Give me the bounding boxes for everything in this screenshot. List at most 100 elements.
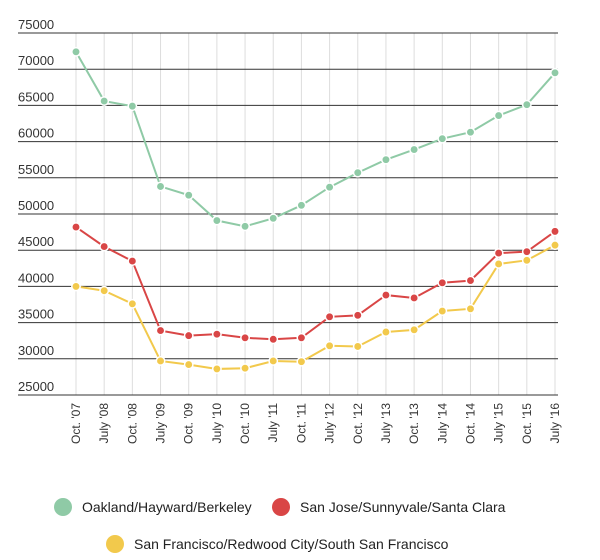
data-point <box>352 310 363 321</box>
legend-item: Oakland/Hayward/Berkeley <box>54 498 252 516</box>
y-tick-label: 45000 <box>18 234 54 249</box>
data-point <box>521 99 532 110</box>
y-tick-label: 65000 <box>18 89 54 104</box>
data-point <box>155 325 166 336</box>
data-point <box>268 213 279 224</box>
x-tick-label: July '16 <box>548 403 562 444</box>
y-tick-label: 25000 <box>18 379 54 394</box>
legend-swatch <box>272 498 290 516</box>
y-tick-label: 35000 <box>18 307 54 322</box>
x-tick-label: July '15 <box>492 403 506 444</box>
legend-item: San Jose/Sunnyvale/Santa Clara <box>272 498 506 516</box>
legend-label: San Francisco/Redwood City/South San Fra… <box>134 536 449 552</box>
x-tick-label: July '14 <box>435 403 449 444</box>
data-point <box>268 334 279 345</box>
y-tick-label: 40000 <box>18 270 54 285</box>
data-point <box>71 281 81 292</box>
y-tick-label: 50000 <box>18 198 54 213</box>
data-point <box>324 340 335 351</box>
data-point <box>521 255 532 266</box>
x-tick-label: Oct. '08 <box>125 403 139 444</box>
x-tick-label: July '12 <box>323 403 337 444</box>
legend-swatch <box>106 535 124 553</box>
legend-item: San Francisco/Redwood City/South San Fra… <box>106 535 449 553</box>
legend: Oakland/Hayward/Berkeley San Jose/Sunnyva… <box>54 498 506 553</box>
data-point <box>437 133 448 144</box>
data-point <box>240 332 251 343</box>
data-point <box>380 290 391 301</box>
x-tick-label: Oct. '15 <box>520 403 534 444</box>
data-point <box>296 332 307 343</box>
x-tick-label: July '08 <box>97 403 111 444</box>
data-point <box>409 293 420 303</box>
data-point <box>127 101 138 112</box>
data-point <box>550 240 560 251</box>
series-line <box>75 244 556 370</box>
data-point <box>324 182 335 193</box>
data-point <box>380 327 391 337</box>
x-tick-label: Oct. '07 <box>69 403 83 444</box>
data-point <box>437 277 448 288</box>
data-point <box>71 222 81 232</box>
y-tick-label: 60000 <box>18 126 54 141</box>
x-tick-label: July '10 <box>210 403 224 444</box>
data-point <box>380 154 391 165</box>
data-point <box>240 221 251 232</box>
data-point <box>437 306 448 316</box>
series-line <box>75 226 556 341</box>
legend-label: San Jose/Sunnyvale/Santa Clara <box>300 499 506 515</box>
data-point <box>155 181 166 192</box>
data-point <box>99 241 110 252</box>
x-axis: Oct. '07 July '08 Oct. '08 July '09 Oct. '09… <box>69 403 562 444</box>
x-tick-label: Oct. '11 <box>294 403 308 443</box>
data-point <box>493 110 504 121</box>
data-point <box>296 200 307 211</box>
data-point <box>211 329 222 340</box>
data-point <box>465 303 476 314</box>
data-point <box>409 324 420 335</box>
series-3 <box>71 240 560 374</box>
y-tick-label: 30000 <box>18 343 54 358</box>
data-point <box>99 96 110 107</box>
data-point <box>240 363 251 374</box>
series-line <box>75 51 556 228</box>
y-tick-label: 70000 <box>18 53 54 68</box>
data-point <box>465 127 476 138</box>
legend-label: Oakland/Hayward/Berkeley <box>82 499 252 515</box>
series-2 <box>71 222 560 345</box>
x-tick-label: Oct. '10 <box>238 403 252 444</box>
x-tick-label: Oct. '14 <box>463 403 477 444</box>
data-point <box>71 46 81 57</box>
data-point <box>521 246 532 257</box>
data-point <box>211 215 222 226</box>
y-tick-label: 75000 <box>18 17 54 32</box>
x-tick-label: Oct. '13 <box>407 403 421 444</box>
data-point <box>352 167 363 178</box>
data-point <box>99 285 110 296</box>
data-point <box>493 259 504 269</box>
data-point <box>268 356 279 366</box>
data-point <box>550 226 560 237</box>
data-point <box>550 67 560 78</box>
data-point <box>493 248 504 259</box>
series-group <box>71 46 560 374</box>
y-axis: 75000 70000 65000 60000 55000 50000 45000 40000… <box>18 17 54 394</box>
y-tick-label: 55000 <box>18 162 54 177</box>
x-tick-label: Oct. '09 <box>182 403 196 444</box>
grid <box>18 32 558 396</box>
x-tick-label: July '11 <box>266 403 280 443</box>
data-point <box>127 256 138 267</box>
data-point <box>183 359 194 370</box>
data-point <box>409 144 420 155</box>
data-point <box>352 341 363 352</box>
data-point <box>183 190 194 201</box>
x-tick-label: Oct. '12 <box>351 403 365 444</box>
x-tick-label: July '13 <box>379 403 393 444</box>
series-1 <box>71 46 560 232</box>
data-point <box>155 356 166 366</box>
data-point <box>211 363 222 374</box>
data-point <box>127 298 138 309</box>
data-point <box>324 311 335 322</box>
